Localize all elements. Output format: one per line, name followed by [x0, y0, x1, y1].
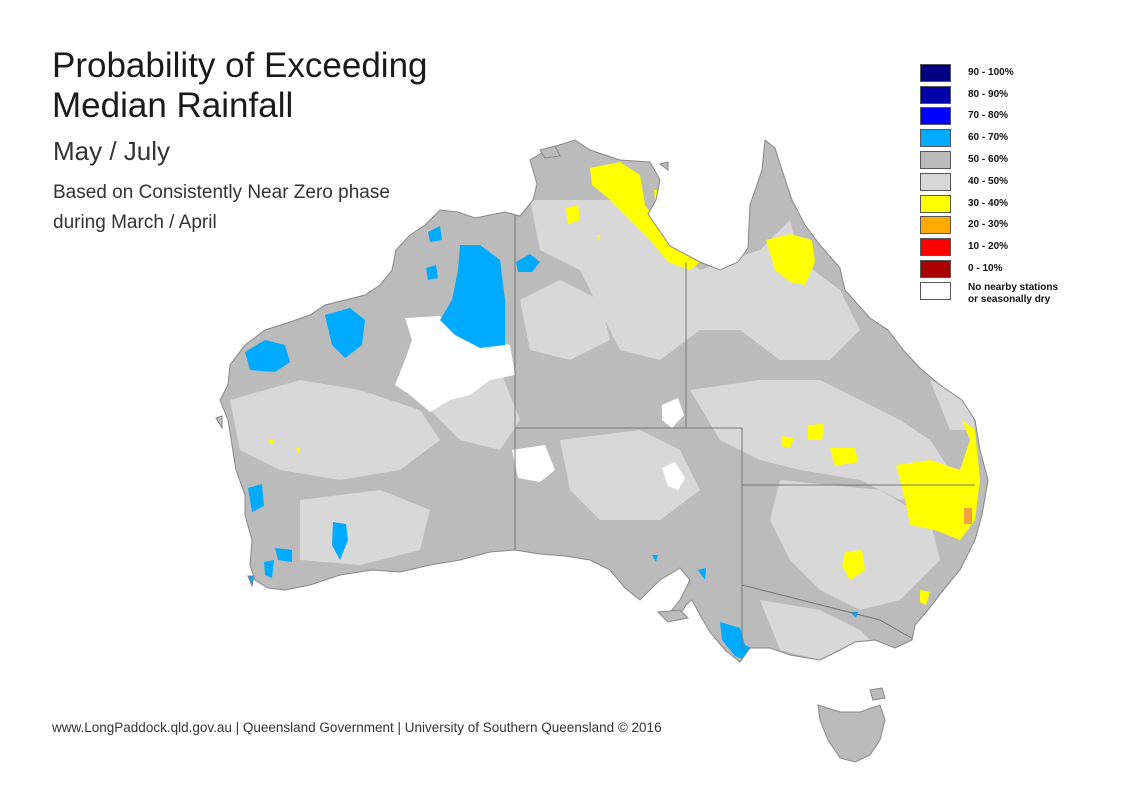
legend-swatch	[920, 107, 951, 126]
legend-swatch	[920, 129, 951, 148]
legend-label: 90 - 100%	[968, 66, 1014, 78]
legend-label: 10 - 20%	[968, 241, 1009, 253]
legend-swatch	[920, 85, 951, 104]
basis-line-1: Based on Consistently Near Zero phase	[53, 182, 390, 203]
footer-credits: www.LongPaddock.qld.gov.au | Queensland …	[52, 720, 662, 735]
title-line-2: Median Rainfall	[52, 86, 294, 125]
title-line-1: Probability of Exceeding	[52, 46, 428, 85]
legend-label: 30 - 40%	[968, 197, 1009, 209]
legend-item: 60 - 70%	[920, 127, 1120, 149]
legend-item: 90 - 100%	[920, 62, 1120, 84]
legend-label: 60 - 70%	[968, 132, 1009, 144]
map-title: Probability of Exceeding Median Rainfall	[52, 46, 428, 126]
legend-label: No nearby stations or seasonally dry	[968, 282, 1058, 306]
legend-item: 40 - 50%	[920, 171, 1120, 193]
legend-swatch	[920, 216, 951, 235]
legend-label-line-1: No nearby stations	[968, 281, 1059, 293]
legend-label: 0 - 10%	[968, 263, 1003, 275]
legend-item: 50 - 60%	[920, 149, 1120, 171]
period-label: May / July	[53, 136, 171, 166]
legend: 90 - 100% 80 - 90% 70 - 80% 60 - 70% 50 …	[920, 62, 1120, 312]
legend-item: 30 - 40%	[920, 193, 1120, 215]
legend-item: 0 - 10%	[920, 258, 1120, 280]
legend-label: 40 - 50%	[968, 175, 1009, 187]
basis-line-2: during March / April	[53, 212, 217, 233]
legend-item: No nearby stations or seasonally dry	[920, 281, 1120, 312]
legend-label: 80 - 90%	[968, 88, 1009, 100]
legend-label: 70 - 80%	[968, 110, 1009, 122]
legend-swatch	[920, 151, 951, 170]
legend-label-line-2: or seasonally dry	[968, 293, 1051, 305]
legend-item: 80 - 90%	[920, 84, 1120, 106]
legend-item: 70 - 80%	[920, 106, 1120, 128]
legend-swatch	[920, 63, 951, 82]
legend-label: 50 - 60%	[968, 154, 1009, 166]
legend-swatch	[920, 194, 951, 213]
legend-swatch	[920, 260, 951, 279]
legend-swatch	[920, 172, 951, 191]
legend-swatch	[920, 281, 951, 300]
legend-item: 10 - 20%	[920, 236, 1120, 258]
legend-item: 20 - 30%	[920, 215, 1120, 237]
basis-note: Based on Consistently Near Zero phase du…	[53, 178, 390, 238]
legend-swatch	[920, 238, 951, 257]
legend-label: 20 - 30%	[968, 219, 1009, 231]
